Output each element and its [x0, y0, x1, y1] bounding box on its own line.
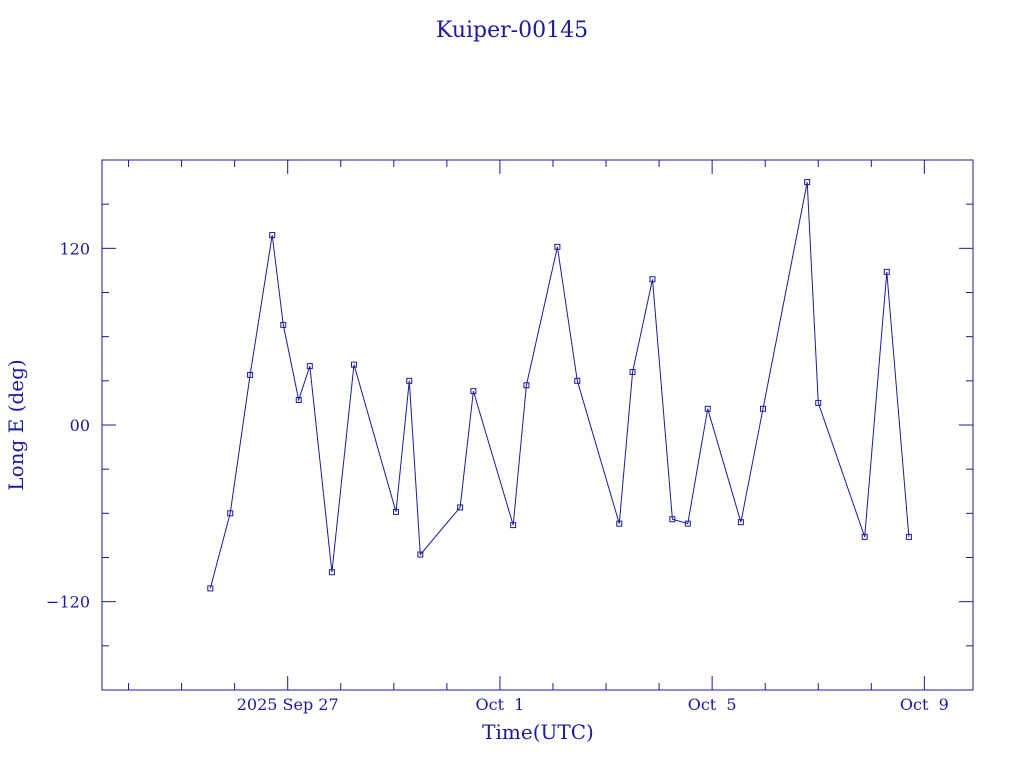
data-point [684, 520, 691, 527]
data-point [629, 369, 636, 375]
data-point [861, 533, 868, 540]
data-point [905, 533, 912, 540]
data-point [295, 396, 302, 403]
plot-frame [101, 159, 974, 691]
y-tick-label: 120 [59, 239, 90, 258]
data-point [759, 405, 766, 412]
data-point [523, 382, 530, 389]
data-point [815, 399, 822, 406]
data-point [470, 388, 477, 395]
x-tick-label: 2025 Sep 27 [237, 695, 339, 714]
data-point [351, 361, 358, 368]
y-axis-ticks [102, 203, 973, 647]
data-point [616, 520, 623, 527]
x-tick-label: Oct 5 [688, 695, 737, 714]
y-axis-label: Long E (deg) [4, 359, 28, 490]
x-axis-label: Time(UTC) [482, 720, 594, 744]
y-tick-label: −120 [46, 593, 90, 612]
data-point [510, 522, 517, 529]
data-point [280, 321, 287, 328]
y-axis-tick-labels: 120 00 −120 [46, 239, 90, 611]
data-point [574, 377, 581, 384]
data-point [207, 585, 214, 592]
series-line [209, 182, 910, 589]
data-points [207, 179, 912, 592]
data-point [704, 405, 711, 412]
chart-title: Kuiper-00145 [436, 18, 588, 43]
data-point [328, 569, 335, 576]
data-point [406, 377, 413, 384]
x-tick-label: Oct 9 [900, 695, 949, 714]
data-point [306, 363, 313, 370]
data-point [649, 276, 656, 283]
x-axis-tick-labels: 2025 Sep 27 Oct 1 Oct 5 Oct 9 [237, 695, 949, 714]
data-point [669, 516, 676, 523]
data-point [804, 179, 811, 186]
data-point [737, 519, 744, 526]
data-point [883, 268, 890, 275]
data-point [247, 371, 254, 378]
data-point [457, 504, 464, 511]
data-point [269, 232, 276, 239]
data-point [554, 243, 561, 250]
data-point [227, 510, 234, 517]
y-tick-label: 00 [70, 416, 90, 435]
data-point [393, 508, 400, 515]
x-axis-ticks [128, 160, 925, 690]
x-tick-label: Oct 1 [475, 695, 524, 714]
data-point [417, 551, 424, 558]
